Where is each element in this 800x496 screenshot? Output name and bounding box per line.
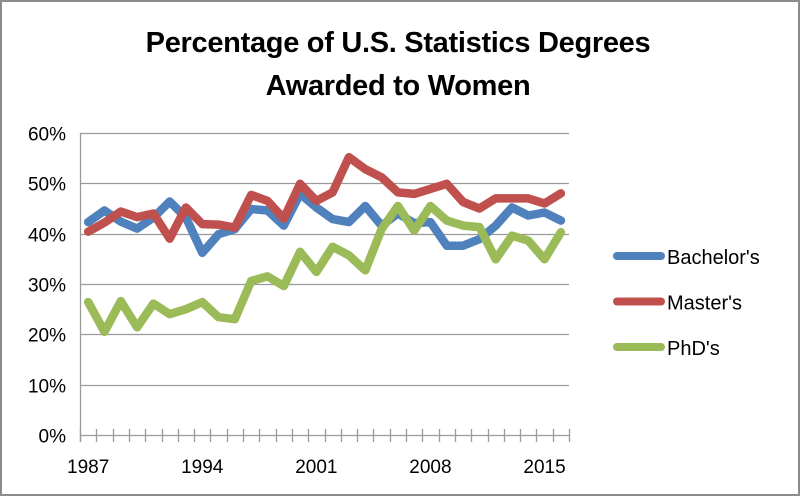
legend-item-masters: Master's	[613, 293, 742, 315]
legend: Bachelor's Master's PhD's	[613, 247, 760, 360]
chart-title: Percentage of U.S. Statistics Degrees Aw…	[0, 22, 796, 108]
y-tick-label: 40%	[28, 226, 66, 247]
series-masters	[83, 152, 566, 243]
x-tick-label: 1994	[181, 457, 224, 478]
y-tick-label: 30%	[28, 276, 66, 297]
x-tick-label: 2008	[409, 457, 451, 478]
axes: 0% 10% 20% 30% 40% 50% 60% 1987 1994 2001 2008 2015	[28, 125, 571, 478]
y-tick-label: 0%	[39, 427, 67, 448]
series-phds	[83, 201, 566, 337]
x-tick-label: 2015	[523, 457, 565, 478]
series-lines	[83, 152, 566, 337]
y-tick-label: 50%	[28, 175, 66, 196]
gridlines	[80, 132, 569, 387]
legend-item-bachelors: Bachelor's	[613, 247, 760, 269]
legend-label-bachelors: Bachelor's	[667, 247, 760, 269]
chart-title-line-2: Awarded to Women	[265, 70, 531, 102]
y-tick-label: 10%	[28, 377, 66, 398]
series-line-masters	[83, 152, 566, 243]
y-tick-label: 60%	[28, 125, 66, 146]
legend-label-phds: PhD's	[667, 338, 720, 360]
y-tick-label: 20%	[28, 326, 66, 347]
x-tick-label: 2001	[295, 457, 337, 478]
chart-title-line-1: Percentage of U.S. Statistics Degrees	[145, 27, 651, 59]
legend-label-masters: Master's	[667, 293, 742, 315]
series-line-phds	[83, 201, 566, 337]
legend-item-phds: PhD's	[613, 338, 720, 360]
x-tick-label: 1987	[67, 457, 109, 478]
